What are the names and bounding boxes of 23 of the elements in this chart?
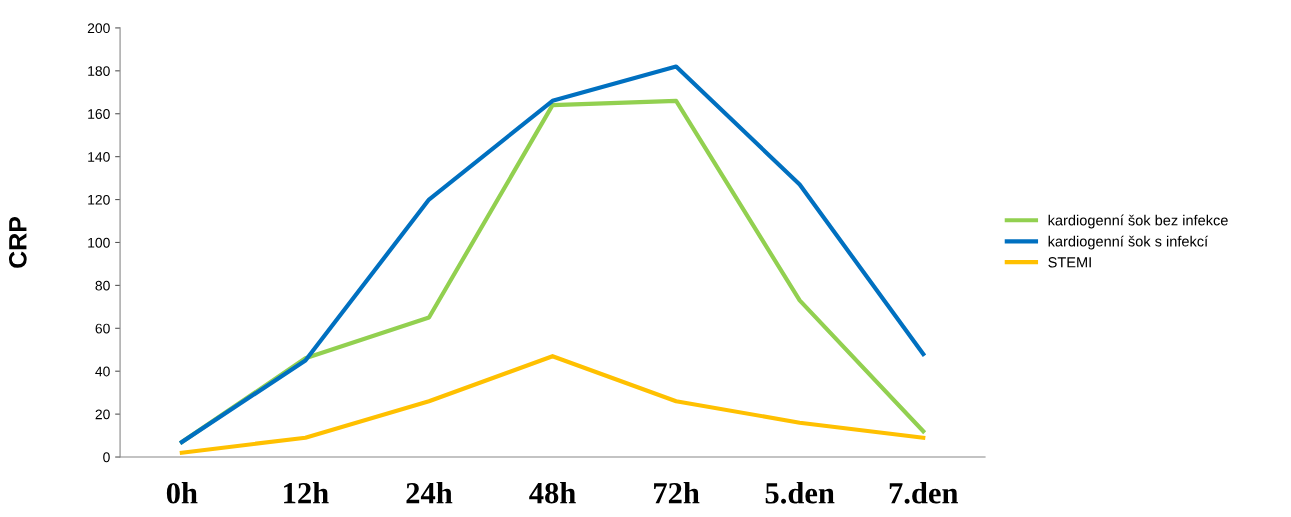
y-tick-label: 160: [88, 109, 110, 119]
legend-label: kardiogenní šok bez infekce: [1048, 214, 1228, 229]
y-tick-label: 20: [95, 409, 110, 420]
y-tick-label: 180: [88, 66, 110, 76]
y-tick-label: 40: [95, 366, 110, 377]
x-tick-label: 7.den: [889, 482, 959, 504]
y-tick-label: 0: [103, 452, 110, 463]
x-tick-label: 72h: [654, 482, 700, 504]
x-tick-label: 5.den: [765, 482, 835, 504]
x-tick-label: 12h: [284, 482, 329, 504]
y-tick-label: 60: [95, 323, 110, 334]
y-tick-label: 100: [88, 237, 110, 248]
line-series: [179, 354, 926, 455]
y-tick-label: 80: [95, 280, 110, 291]
y-tick-label: 120: [88, 194, 110, 205]
x-tick-label: 24h: [406, 482, 453, 504]
y-tick-label: 200: [87, 23, 110, 34]
x-tick-label: 48h: [529, 482, 576, 504]
y-tick-label: 140: [88, 151, 110, 162]
legend-label: kardiogenní šok s infekcí: [1048, 235, 1209, 250]
legend-label: STEMI: [1048, 257, 1091, 268]
y-axis-title: CRP: [8, 216, 27, 268]
x-tick-label: 0h: [166, 482, 198, 504]
